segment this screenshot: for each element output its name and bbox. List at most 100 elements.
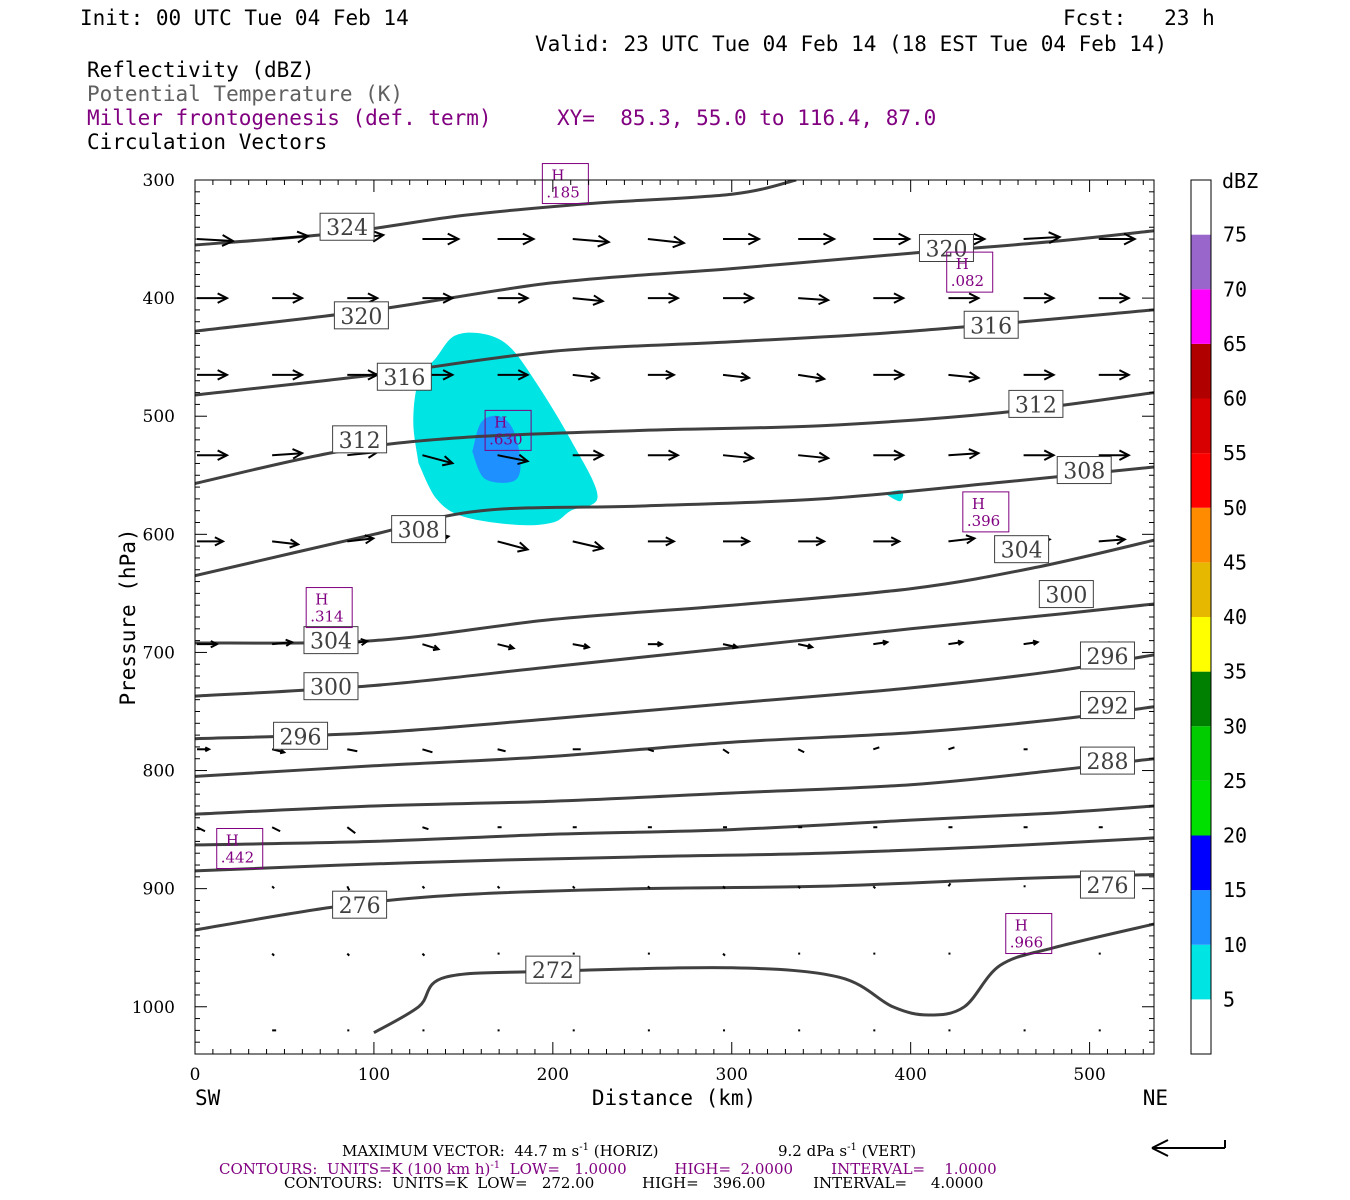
circulation-vector bbox=[272, 369, 305, 381]
colorbar-label: 70 bbox=[1223, 277, 1247, 301]
colorbar-label: 55 bbox=[1223, 441, 1247, 465]
frontogenesis-max: H.185 bbox=[541, 163, 589, 205]
circulation-vector bbox=[1023, 292, 1056, 304]
theta-contour-288 bbox=[195, 757, 1154, 816]
colorbar-label: 50 bbox=[1223, 496, 1247, 520]
x-end-label-right: NE bbox=[1143, 1086, 1168, 1110]
circulation-vector bbox=[422, 232, 461, 246]
circulation-vector bbox=[722, 372, 752, 382]
footer-theta-contours: CONTOURS: UNITS=K LOW= 272.00 HIGH= 396.… bbox=[284, 1174, 984, 1192]
circulation-vector bbox=[197, 449, 230, 461]
svg-text:304: 304 bbox=[1001, 539, 1043, 564]
svg-text:H: H bbox=[1015, 917, 1028, 935]
colorbar-swatch bbox=[1191, 726, 1211, 781]
circulation-vector bbox=[272, 638, 295, 647]
y-tick-label: 900 bbox=[143, 880, 175, 900]
contour-label-layer: 3243203203163163123123083083043043003002… bbox=[273, 212, 1135, 984]
svg-text:H: H bbox=[315, 591, 328, 609]
svg-text:.314: .314 bbox=[310, 608, 343, 626]
colorbar-label: 10 bbox=[1223, 933, 1247, 957]
theta-contour-324 bbox=[195, 180, 797, 247]
circulation-vector bbox=[948, 371, 981, 383]
contour-label: 296 bbox=[1079, 641, 1135, 670]
circulation-vector bbox=[798, 451, 831, 463]
colorbar-label: 40 bbox=[1223, 605, 1247, 629]
contour-label: 324 bbox=[319, 212, 375, 241]
circulation-vector bbox=[572, 372, 601, 382]
svg-text:276: 276 bbox=[339, 894, 381, 919]
circulation-vector bbox=[271, 885, 275, 889]
svg-text:H: H bbox=[494, 413, 507, 431]
circulation-vector bbox=[722, 643, 740, 650]
contour-label: 316 bbox=[963, 310, 1019, 339]
circulation-vector bbox=[723, 292, 756, 304]
circulation-vector bbox=[422, 748, 433, 754]
circulation-vector bbox=[1098, 369, 1131, 381]
colorbar-label: 35 bbox=[1223, 660, 1247, 684]
y-tick-label: 300 bbox=[143, 171, 175, 191]
circulation-vector bbox=[647, 885, 651, 889]
circulation-vector bbox=[1098, 534, 1127, 546]
theta-contour-308 bbox=[195, 465, 1154, 578]
theta-contour-layer bbox=[195, 180, 1154, 1035]
contour-label: 296 bbox=[273, 721, 329, 750]
circulation-vector bbox=[647, 748, 655, 753]
circulation-vector bbox=[948, 534, 977, 545]
colorbar-label: 60 bbox=[1223, 387, 1247, 411]
circulation-vector bbox=[1023, 639, 1040, 646]
frontogenesis-max: H.314 bbox=[305, 587, 353, 629]
circulation-vector bbox=[1023, 231, 1062, 244]
circulation-vector bbox=[873, 232, 912, 246]
svg-text:300: 300 bbox=[1045, 584, 1087, 609]
svg-text:H: H bbox=[226, 831, 239, 849]
svg-text:308: 308 bbox=[1063, 460, 1105, 485]
circulation-vector bbox=[346, 885, 351, 891]
colorbar-swatch bbox=[1191, 343, 1211, 399]
circulation-vector bbox=[196, 826, 206, 833]
frontogenesis-max: H.442 bbox=[216, 827, 264, 869]
svg-text:H: H bbox=[956, 255, 969, 273]
svg-text:288: 288 bbox=[1086, 750, 1128, 775]
colorbar-label: 25 bbox=[1223, 769, 1247, 793]
contour-label: 308 bbox=[1056, 456, 1112, 485]
svg-text:272: 272 bbox=[532, 959, 574, 984]
circulation-vector bbox=[572, 234, 611, 248]
svg-text:.082: .082 bbox=[951, 272, 984, 290]
circulation-vector bbox=[497, 369, 530, 381]
circulation-vector bbox=[496, 885, 501, 889]
x-axis-label: Distance (km) bbox=[592, 1086, 756, 1110]
svg-text:296: 296 bbox=[280, 725, 322, 750]
colorbar-label: 15 bbox=[1223, 878, 1247, 902]
colorbar: 5 10 15 20 25 30 35 40 45 50 55 60 65 70 75 dBZ bbox=[1190, 169, 1258, 1055]
colorbar-swatch bbox=[1191, 890, 1211, 945]
circulation-vector bbox=[497, 748, 506, 753]
x-tick-label: 500 bbox=[1073, 1065, 1105, 1085]
frontogenesis-max: H.630 bbox=[484, 409, 532, 451]
circulation-vector bbox=[497, 643, 516, 651]
field-frontogenesis: Miller frontogenesis (def. term) bbox=[87, 106, 492, 130]
theta-contour-316 bbox=[195, 308, 1154, 397]
colorbar-label: 30 bbox=[1223, 714, 1247, 738]
footer-fronto-contours: CONTOURS: UNITS=K (100 km h)-1 LOW= 1.00… bbox=[219, 1160, 997, 1178]
circulation-vector bbox=[497, 453, 530, 465]
circulation-vector bbox=[197, 536, 226, 547]
circulation-vector bbox=[197, 369, 230, 381]
circulation-vector bbox=[422, 454, 455, 467]
theta-contour-304 bbox=[195, 538, 1154, 645]
contour-label: 308 bbox=[391, 515, 447, 544]
reference-vector-arrow bbox=[1151, 1139, 1226, 1157]
circulation-vector bbox=[872, 746, 880, 751]
valid-time: Valid: 23 UTC Tue 04 Feb 14 (18 EST Tue … bbox=[535, 32, 1168, 56]
colorbar-frame bbox=[1190, 179, 1212, 1055]
circulation-vector bbox=[572, 885, 576, 889]
circulation-vector bbox=[797, 885, 801, 889]
circulation-vector bbox=[271, 952, 275, 957]
colorbar-swatch bbox=[1191, 234, 1211, 290]
circulation-vector bbox=[647, 369, 677, 380]
y-tick-label: 800 bbox=[143, 762, 175, 782]
circulation-vector bbox=[647, 536, 677, 547]
circulation-vector bbox=[1098, 292, 1131, 304]
theta-contour-300 bbox=[195, 602, 1154, 698]
circulation-vector bbox=[572, 294, 605, 306]
frontogenesis-max: H.396 bbox=[962, 491, 1010, 533]
